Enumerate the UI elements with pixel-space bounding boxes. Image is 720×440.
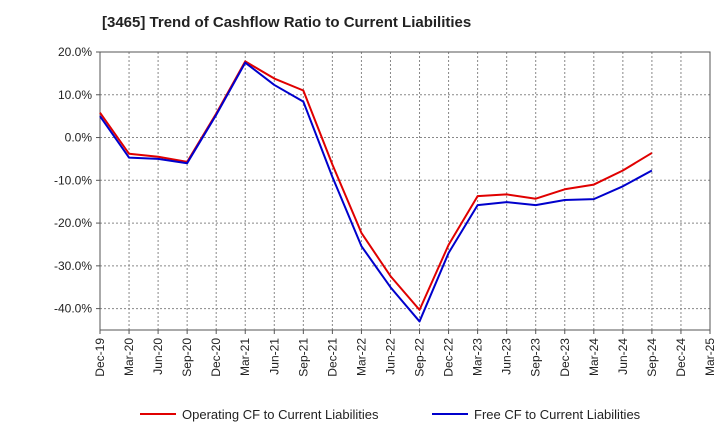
x-tick-label: Jun-23 — [500, 338, 514, 375]
x-tick-label: Mar-22 — [354, 338, 368, 376]
x-tick-label: Dec-21 — [325, 338, 339, 377]
legend-label-2: Free CF to Current Liabilities — [474, 407, 641, 422]
series-line-1 — [99, 60, 653, 311]
x-tick-label: Sep-24 — [645, 338, 659, 377]
x-axis-ticks: Dec-19 Mar-20 Jun-20 Sep-20 Dec-20 Mar-21 Jun-… — [93, 330, 717, 377]
x-tick-label: Mar-24 — [587, 338, 601, 376]
x-tick-label: Mar-23 — [471, 338, 485, 376]
x-tick-label: Dec-22 — [442, 338, 456, 377]
legend: Operating CF to Current Liabilities Free … — [140, 407, 641, 422]
y-tick-label: -40.0% — [54, 302, 92, 316]
x-tick-label: Dec-20 — [209, 338, 223, 377]
x-tick-label: Sep-23 — [529, 338, 543, 377]
chart-title: [3465] Trend of Cashflow Ratio to Curren… — [102, 14, 472, 31]
x-tick-label: Mar-25 — [703, 338, 717, 376]
grid — [100, 51, 710, 330]
y-tick-label: -20.0% — [54, 216, 92, 230]
x-tick-label: Dec-23 — [558, 338, 572, 377]
x-tick-label: Dec-24 — [674, 338, 688, 377]
x-tick-label: Sep-21 — [296, 338, 310, 377]
series-line-2 — [99, 61, 653, 323]
plot-area-frame — [99, 51, 711, 331]
x-tick-label: Sep-22 — [413, 338, 427, 377]
x-tick-label: Mar-20 — [122, 338, 136, 376]
y-tick-label: 10.0% — [58, 88, 92, 102]
x-tick-label: Jun-21 — [267, 338, 281, 375]
x-tick-label: Jun-20 — [151, 338, 165, 375]
x-tick-label: Mar-21 — [238, 338, 252, 376]
x-tick-label: Dec-19 — [93, 338, 107, 377]
y-tick-label: 20.0% — [58, 45, 92, 59]
x-tick-label: Jun-22 — [383, 338, 397, 375]
x-tick-label: Jun-24 — [616, 338, 630, 375]
legend-label-1: Operating CF to Current Liabilities — [182, 407, 379, 422]
y-tick-label: -10.0% — [54, 173, 92, 187]
x-tick-label: Sep-20 — [180, 338, 194, 377]
y-tick-label: -30.0% — [54, 259, 92, 273]
series-lines — [99, 60, 653, 323]
y-axis-ticks: 20.0% 10.0% 0.0% -10.0% -20.0% -30.0% -40.0% — [54, 45, 100, 316]
y-tick-label: 0.0% — [65, 131, 93, 145]
